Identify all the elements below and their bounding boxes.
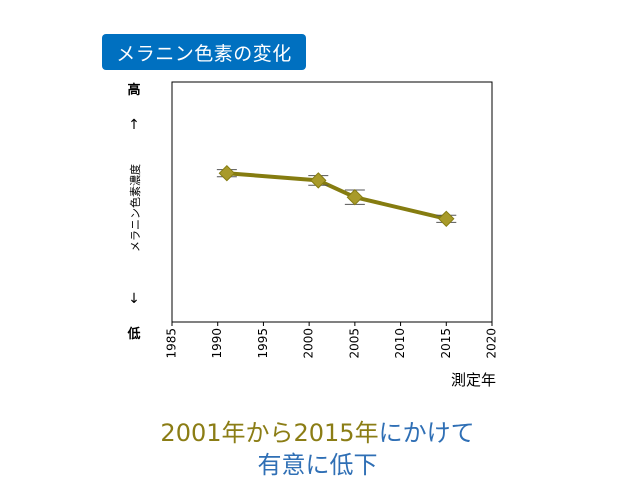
y-up-arrow: ↑ bbox=[128, 117, 140, 133]
y-axis-label: メラニン色素濃度 bbox=[128, 164, 142, 252]
data-point bbox=[310, 172, 327, 189]
chart-title-badge: メラニン色素の変化 bbox=[102, 34, 306, 70]
data-point bbox=[346, 188, 364, 206]
data-point bbox=[218, 164, 236, 182]
y-bottom-label: 低 bbox=[126, 326, 140, 342]
caption-conclusion: 有意に低下 bbox=[257, 451, 378, 479]
x-axis: 1985 1990 1995 2000 2005 2010 2015 2020 bbox=[165, 322, 499, 359]
series-layer bbox=[216, 164, 457, 228]
x-tick-label: 1990 bbox=[210, 328, 224, 359]
x-tick-label: 2015 bbox=[439, 328, 453, 359]
caption-connector: にかけて bbox=[378, 419, 475, 447]
x-tick-label: 1985 bbox=[165, 328, 179, 359]
plot-frame bbox=[171, 81, 493, 323]
data-point bbox=[438, 210, 455, 228]
x-tick-label: 2000 bbox=[302, 328, 316, 359]
series-line bbox=[226, 171, 447, 221]
x-tick-label: 2010 bbox=[393, 328, 407, 359]
x-tick-label: 2020 bbox=[485, 328, 499, 359]
caption-line-1: 2001年から2015年にかけて bbox=[0, 418, 635, 448]
y-top-label: 高 bbox=[127, 82, 140, 98]
x-axis-label: 測定年 bbox=[451, 371, 496, 389]
x-tick-label: 1995 bbox=[256, 328, 270, 359]
caption-line-2: 有意に低下 bbox=[0, 450, 635, 480]
caption-period: 2001年から2015年 bbox=[160, 419, 379, 447]
y-down-arrow: ↓ bbox=[128, 291, 140, 307]
x-tick-label: 2005 bbox=[347, 328, 361, 359]
